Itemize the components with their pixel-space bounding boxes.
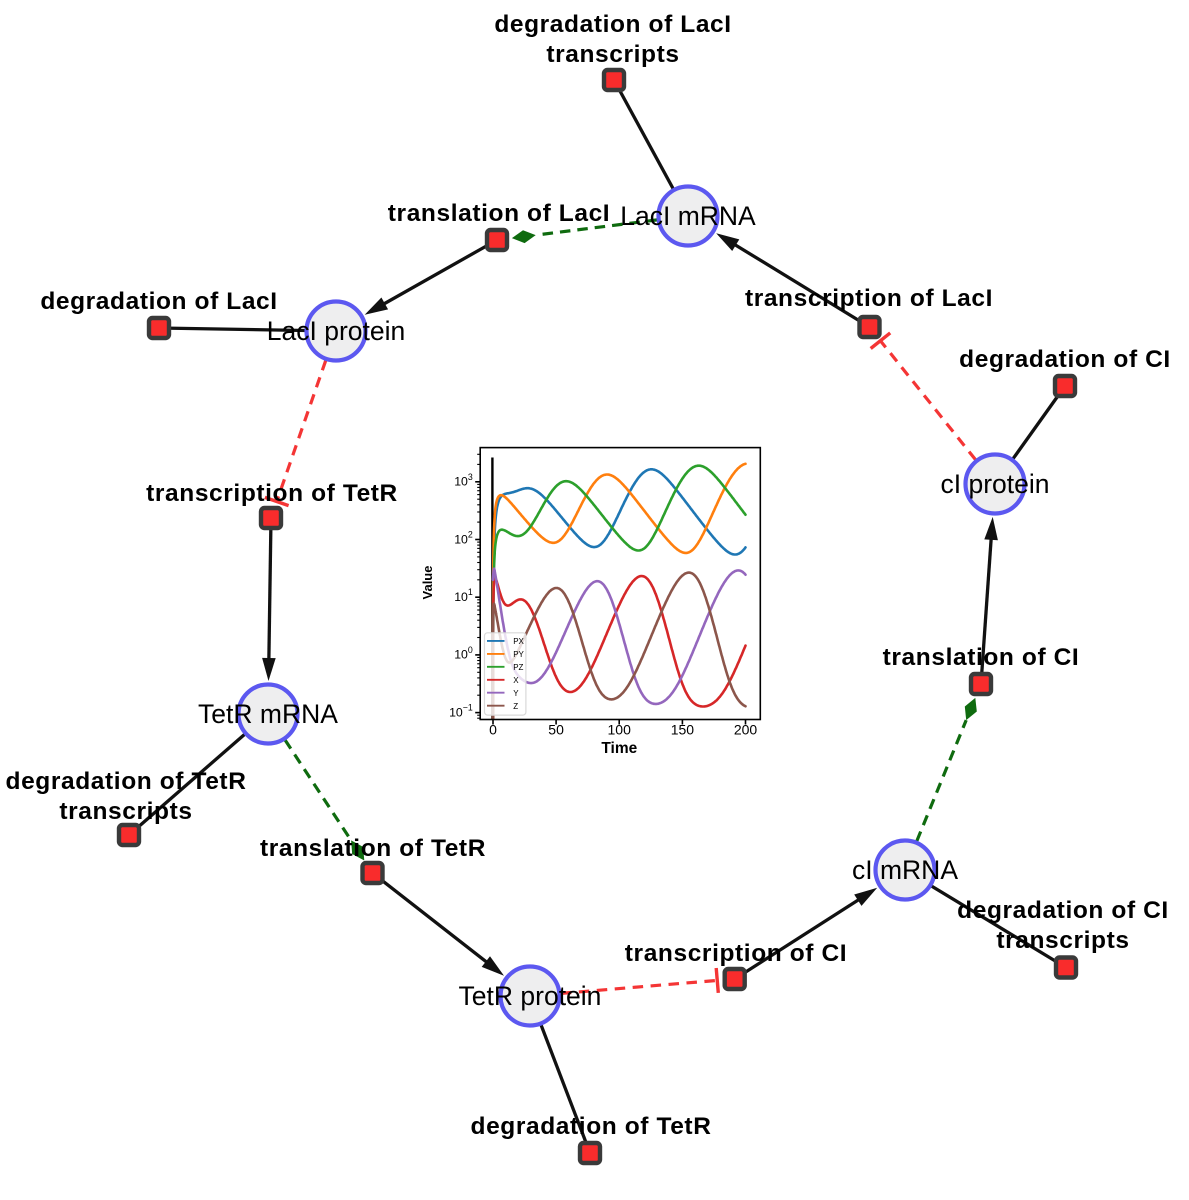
svg-text:Value: Value — [420, 566, 435, 600]
svg-text:PZ: PZ — [513, 663, 523, 672]
svg-text:transcription of CI: transcription of CI — [625, 940, 847, 967]
svg-text:degradation of CI: degradation of CI — [957, 897, 1169, 924]
svg-text:Z: Z — [513, 702, 518, 711]
svg-text:cI mRNA: cI mRNA — [852, 855, 958, 885]
svg-text:cI protein: cI protein — [940, 469, 1049, 499]
svg-text:Time: Time — [601, 740, 637, 757]
svg-text:degradation of LacI: degradation of LacI — [40, 288, 277, 315]
svg-text:150: 150 — [671, 722, 695, 738]
svg-text:degradation of TetR: degradation of TetR — [471, 1113, 712, 1140]
svg-text:Y: Y — [513, 689, 519, 698]
svg-text:LacI protein: LacI protein — [267, 316, 405, 346]
svg-text:PX: PX — [513, 637, 524, 646]
svg-text:200: 200 — [734, 722, 758, 738]
svg-text:transcription of TetR: transcription of TetR — [146, 480, 398, 507]
svg-text:transcripts: transcripts — [59, 798, 192, 825]
svg-text:LacI mRNA: LacI mRNA — [620, 201, 756, 231]
svg-text:transcripts: transcripts — [546, 41, 679, 68]
svg-text:TetR mRNA: TetR mRNA — [198, 699, 338, 729]
svg-text:TetR protein: TetR protein — [459, 981, 602, 1011]
svg-text:50: 50 — [548, 722, 564, 738]
svg-text:0: 0 — [489, 722, 497, 738]
svg-text:transcription of LacI: transcription of LacI — [745, 285, 993, 312]
svg-text:100: 100 — [608, 722, 632, 738]
svg-text:translation of CI: translation of CI — [883, 644, 1080, 671]
svg-text:PY: PY — [513, 650, 524, 659]
svg-text:degradation of TetR: degradation of TetR — [6, 768, 247, 795]
svg-text:X: X — [513, 676, 519, 685]
svg-text:translation of LacI: translation of LacI — [388, 200, 610, 227]
svg-text:degradation of LacI: degradation of LacI — [494, 11, 731, 38]
svg-text:transcripts: transcripts — [996, 927, 1129, 954]
svg-text:translation of TetR: translation of TetR — [260, 835, 486, 862]
svg-text:degradation of CI: degradation of CI — [959, 346, 1171, 373]
